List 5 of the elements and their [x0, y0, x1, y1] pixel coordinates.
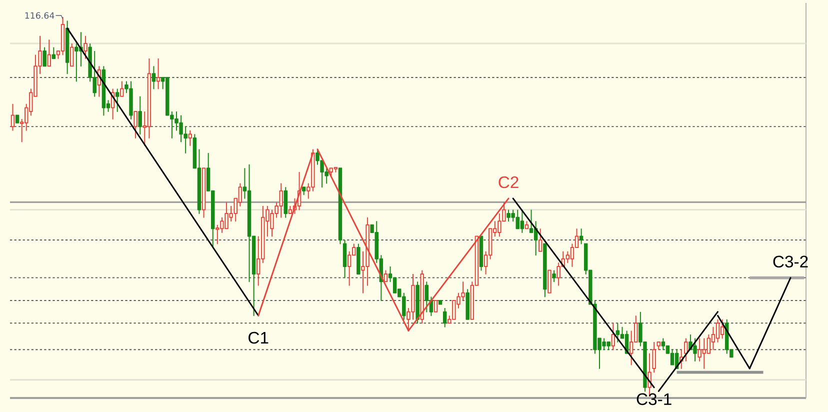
series-label: C3-1 — [636, 393, 672, 406]
annotation: 116.64 — [25, 12, 54, 19]
series-label: C1 — [248, 332, 268, 344]
series-label: C3-2 — [773, 256, 808, 268]
series-label: C2 — [498, 176, 518, 188]
